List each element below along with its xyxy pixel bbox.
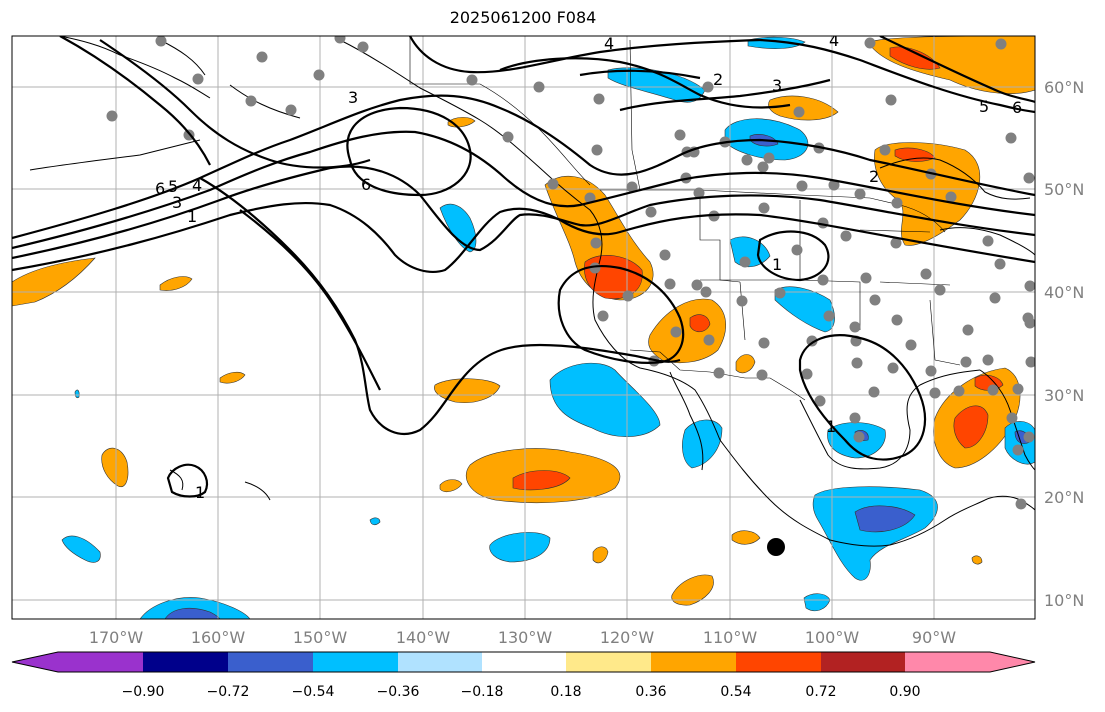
colorbar-tick: 0.18 (550, 684, 581, 700)
fill-positive (971, 555, 983, 565)
contour-lines (12, 36, 1035, 498)
colorbar-segment (651, 652, 737, 672)
lat-label: 30°N (1044, 386, 1084, 405)
contour-label: 6 (155, 179, 165, 198)
fill-positive (512, 470, 571, 491)
fill-negative (812, 486, 938, 581)
contour-labels: 4 4 2 3 3 6 5 4 3 1 6 5 6 2 1 1 1 (155, 31, 1022, 502)
fill-positive (689, 314, 711, 333)
lon-label: 100°W (805, 628, 860, 647)
colorbar-segment (821, 652, 906, 672)
fill-positive (439, 479, 463, 493)
contour-label: 1 (195, 483, 205, 502)
colorbar-segment (143, 652, 229, 672)
lat-label: 10°N (1044, 591, 1084, 610)
lon-label: 120°W (600, 628, 655, 647)
station-dots (106, 36, 1035, 510)
contour-label: 5 (168, 177, 178, 196)
contour-label: 4 (829, 31, 839, 50)
fill-positive (731, 530, 761, 545)
contour-label: 5 (979, 97, 989, 116)
contour-label: 6 (361, 175, 371, 194)
contour-label: 6 (1012, 98, 1022, 117)
lat-label: 40°N (1044, 283, 1084, 302)
colorbar-segment (905, 652, 990, 672)
map-border (11, 35, 1036, 620)
lat-label: 50°N (1044, 180, 1084, 199)
fill-positive (219, 371, 246, 384)
contour-label: 4 (192, 176, 202, 195)
fill-negative (61, 535, 101, 563)
fill-negative (549, 362, 661, 437)
lat-label: 60°N (1044, 78, 1084, 97)
colorbar-tick: −0.72 (207, 684, 250, 700)
location-marker (767, 538, 785, 556)
fill-negative (854, 505, 916, 533)
contour-label: 2 (713, 70, 723, 89)
lon-label: 90°W (912, 628, 956, 647)
anomaly-fills (12, 36, 1035, 619)
lat-label: 20°N (1044, 488, 1084, 507)
colorbar-segment (313, 652, 399, 672)
fill-negative (489, 532, 551, 563)
fill-positive (101, 447, 129, 488)
colorbar-segment (566, 652, 652, 672)
lon-label: 130°W (498, 628, 553, 647)
colorbar-segment (58, 652, 144, 672)
lon-label: 110°W (703, 628, 758, 647)
colorbar-tick: 0.36 (635, 684, 666, 700)
fill-negative (682, 419, 723, 469)
contour-label: 3 (348, 88, 358, 107)
contour-label: 4 (604, 34, 614, 53)
fill-positive (735, 354, 756, 374)
fill-positive (671, 574, 714, 606)
colorbar-tick: −0.36 (377, 684, 420, 700)
fill-positive (953, 405, 989, 449)
contour-label: 2 (869, 167, 879, 186)
fill-positive (648, 298, 726, 363)
lon-label: 160°W (191, 628, 246, 647)
fill-positive (159, 276, 193, 291)
contour-label: 1 (826, 417, 836, 436)
lon-label: 140°W (396, 628, 451, 647)
colorbar-tick: 0.54 (720, 684, 751, 700)
colorbar-segment (482, 652, 567, 672)
lon-axis-labels: 170°W 160°W 150°W 140°W 130°W 120°W 110°… (89, 628, 956, 647)
colorbar-arrow-left (12, 652, 58, 672)
fill-positive (768, 95, 839, 121)
contour-label: 1 (772, 255, 782, 274)
colorbar-tick: 0.72 (805, 684, 836, 700)
colorbar-segment (398, 652, 483, 672)
fill-negative (369, 517, 381, 526)
lat-axis-labels: 60°N 50°N 40°N 30°N 20°N 10°N (1044, 78, 1084, 610)
fill-positive (592, 546, 609, 564)
contour-label: 1 (187, 207, 197, 226)
colorbar-segment (228, 652, 314, 672)
colorbar-tick: −0.90 (122, 684, 165, 700)
colorbar-outline (11, 651, 1036, 673)
colorbar-tick: −0.54 (292, 684, 335, 700)
map-title: 2025061200 F084 (449, 8, 597, 27)
contour-label: 3 (772, 76, 782, 95)
colorbar-tick: −0.18 (461, 684, 504, 700)
colorbar-arrow-right (990, 652, 1035, 672)
fill-negative (774, 286, 835, 333)
colorbar-segment (736, 652, 822, 672)
lon-label: 170°W (89, 628, 144, 647)
fill-positive (12, 257, 96, 307)
lon-label: 150°W (293, 628, 348, 647)
fill-negative (74, 389, 80, 399)
country-borders (409, 36, 961, 401)
colorbar-tick: 0.90 (889, 684, 920, 700)
contour-label: 3 (172, 193, 182, 212)
colorbar: −0.90 −0.72 −0.54 −0.36 −0.18 0.18 0.36 … (11, 651, 1036, 700)
